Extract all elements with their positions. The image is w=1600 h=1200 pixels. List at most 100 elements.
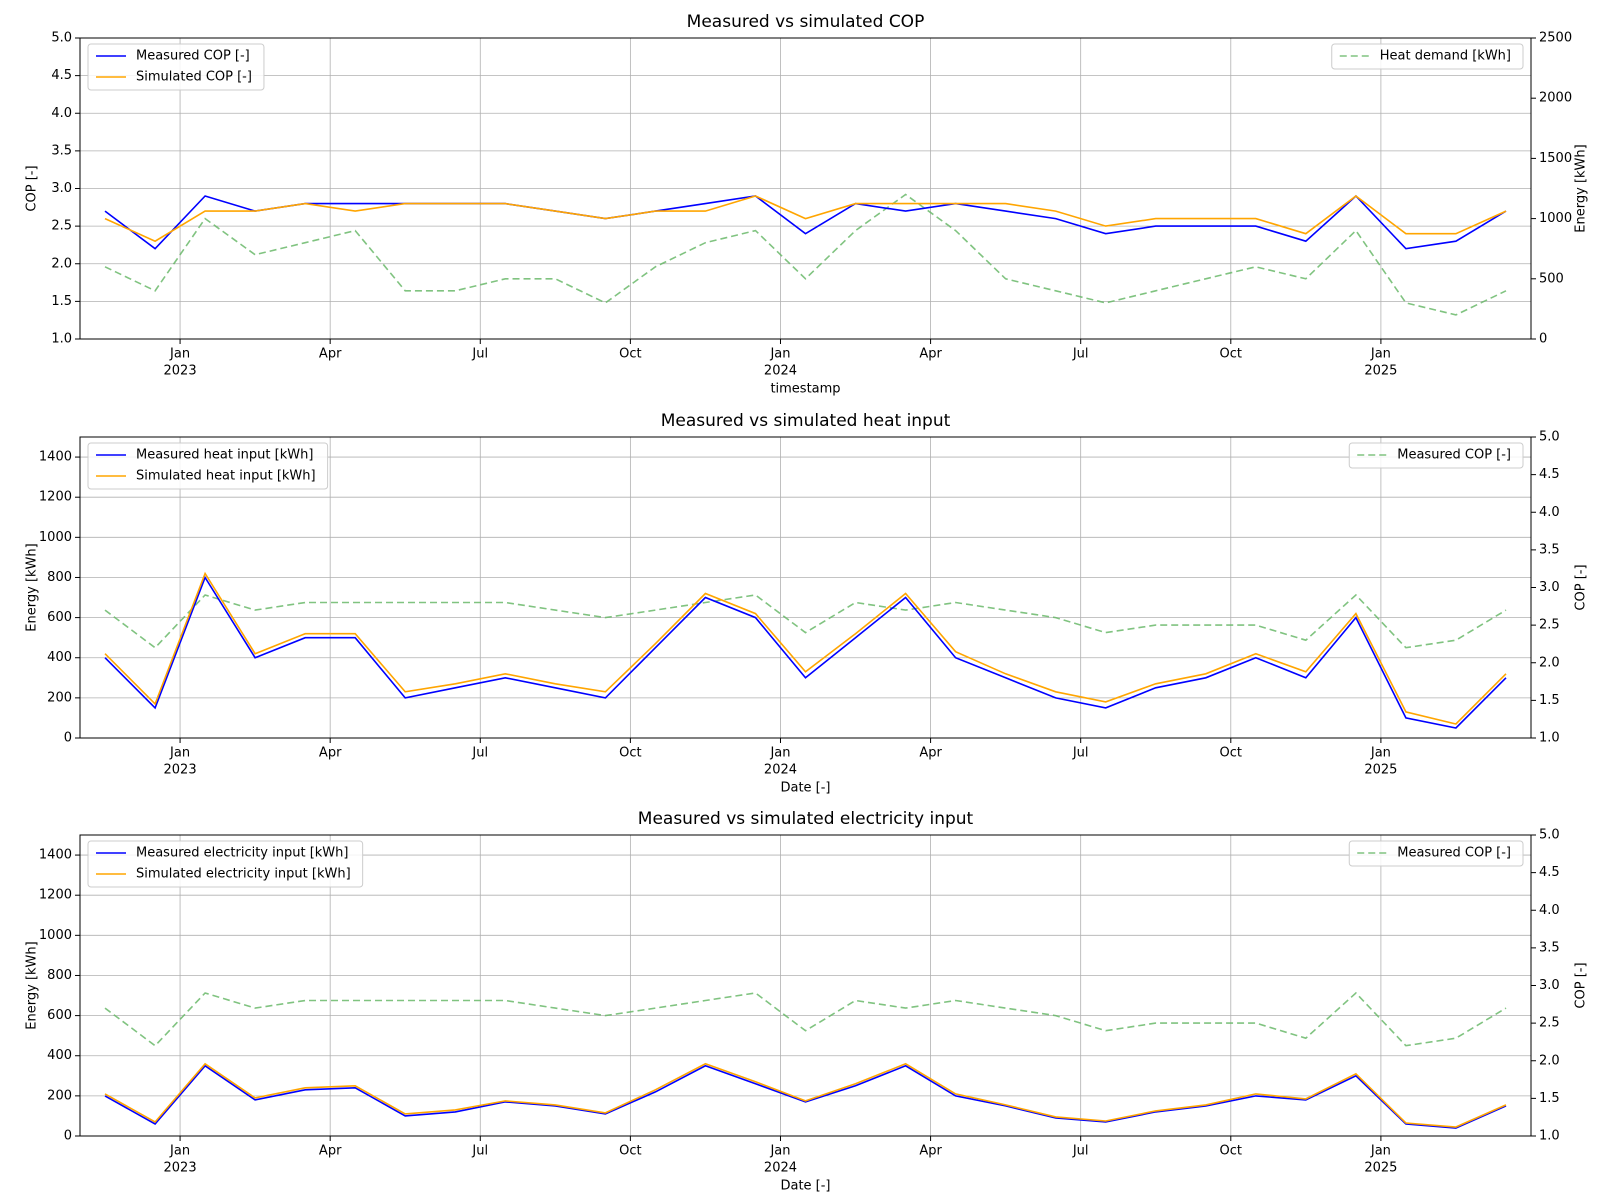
chart-title: Measured vs simulated heat input — [661, 411, 951, 431]
y-tick-label: 1400 — [39, 450, 72, 465]
plot-frame — [79, 37, 1532, 340]
x-tick-label: Jul — [1072, 746, 1089, 761]
legend-label: Measured COP [-] — [1397, 846, 1511, 861]
y-axis-label: Energy [kWh] — [25, 941, 40, 1029]
y-tick-label: 1000 — [39, 530, 72, 545]
y2-tick-label: 0 — [1539, 332, 1547, 347]
x-tick-year: 2025 — [1364, 364, 1397, 379]
plot-frame — [79, 834, 1532, 1137]
x-tick-year: 2024 — [764, 763, 797, 778]
chart-title: Measured vs simulated COP — [687, 12, 925, 32]
y-tick-label: 2.0 — [51, 256, 72, 271]
x-tick-label: Oct — [1220, 1144, 1242, 1159]
y2-tick-label: 3.5 — [1539, 940, 1560, 955]
legend-box — [1348, 840, 1524, 867]
legend-label: Simulated heat input [kWh] — [136, 469, 316, 484]
x-tick-label: Apr — [319, 347, 342, 362]
y2-tick-label: 2.0 — [1539, 1053, 1560, 1068]
y2-tick-label: 4.0 — [1539, 903, 1560, 918]
x-axis-label: Date [-] — [780, 1179, 830, 1194]
y2-axis-label: Energy [kWh] — [1574, 144, 1589, 232]
y2-tick-label: 1.0 — [1539, 1129, 1560, 1144]
x-tick-year: 2023 — [164, 763, 197, 778]
y2-tick-label: 2.5 — [1539, 618, 1560, 633]
y-tick-label: 800 — [47, 570, 72, 585]
x-tick-label: Oct — [619, 1144, 641, 1159]
y-axis-label: COP [-] — [25, 165, 40, 211]
x-tick-label: Oct — [619, 347, 641, 362]
subplot: Measured vs simulated electricity input J… — [25, 809, 1589, 1194]
legend-label: Simulated COP [-] — [136, 70, 252, 85]
series-line — [104, 194, 1507, 250]
y-tick-label: 1.5 — [51, 294, 72, 309]
y-tick-label: 200 — [47, 690, 72, 705]
y2-tick-label: 4.5 — [1539, 865, 1560, 880]
y-tick-label: 200 — [47, 1088, 72, 1103]
y2-tick-label: 3.0 — [1539, 580, 1560, 595]
y-tick-label: 1400 — [39, 848, 72, 863]
y2-tick-label: 2500 — [1539, 31, 1572, 46]
x-axis-label: Date [-] — [780, 781, 830, 796]
x-tick-label: Apr — [919, 746, 942, 761]
x-tick-year: 2023 — [164, 1161, 197, 1176]
legend: Measured COP [-] — [1348, 442, 1524, 469]
x-tick-label: Oct — [1220, 347, 1242, 362]
x-tick-year: 2025 — [1364, 763, 1397, 778]
y-tick-label: 0 — [64, 731, 72, 746]
legend-box — [87, 840, 364, 888]
x-tick-label: Jan — [169, 347, 190, 362]
subplot: Measured vs simulated COP Jan 2023 Apr Jul Oc… — [25, 12, 1589, 397]
legend-label: Measured electricity input [kWh] — [136, 846, 348, 861]
subplot: Measured vs simulated heat input Jan 2023 A… — [25, 411, 1589, 796]
y2-tick-label: 4.5 — [1539, 467, 1560, 482]
series-line — [104, 193, 1507, 316]
x-tick-label: Jan — [1370, 347, 1391, 362]
y2-tick-label: 3.0 — [1539, 978, 1560, 993]
y-tick-label: 3.0 — [51, 181, 72, 196]
x-tick-label: Jan — [169, 1144, 190, 1159]
series-line — [104, 991, 1507, 1047]
legend-box — [1331, 43, 1524, 70]
y-tick-label: 1200 — [39, 490, 72, 505]
y2-axis-label: COP [-] — [1574, 962, 1589, 1008]
series-line — [104, 1062, 1507, 1128]
x-tick-year: 2024 — [764, 364, 797, 379]
x-tick-label: Oct — [1220, 746, 1242, 761]
plot-frame — [79, 436, 1532, 739]
legend-label: Heat demand [kWh] — [1380, 49, 1511, 64]
y2-tick-label: 1.0 — [1539, 731, 1560, 746]
series-line — [104, 593, 1507, 649]
y2-tick-label: 1.5 — [1539, 693, 1560, 708]
x-tick-label: Jul — [471, 746, 488, 761]
legend-label: Measured heat input [kWh] — [136, 448, 313, 463]
x-tick-year: 2024 — [764, 1161, 797, 1176]
y-tick-label: 600 — [47, 1008, 72, 1023]
series-line — [104, 571, 1507, 725]
y2-tick-label: 500 — [1539, 271, 1564, 286]
y-tick-label: 5.0 — [51, 31, 72, 46]
y-tick-label: 3.5 — [51, 143, 72, 158]
y-tick-label: 4.5 — [51, 68, 72, 83]
x-tick-label: Jan — [1370, 746, 1391, 761]
x-tick-label: Jan — [1370, 1144, 1391, 1159]
x-tick-label: Jan — [769, 347, 790, 362]
legend-box — [1348, 442, 1524, 469]
x-tick-label: Jan — [769, 746, 790, 761]
x-tick-label: Oct — [619, 746, 641, 761]
legend: Measured COP [-] — [1348, 840, 1524, 867]
legend: Measured COP [-] Simulated COP [-] — [87, 43, 265, 91]
y2-tick-label: 2.0 — [1539, 655, 1560, 670]
y-tick-label: 2.5 — [51, 219, 72, 234]
x-tick-year: 2023 — [164, 364, 197, 379]
x-tick-year: 2025 — [1364, 1161, 1397, 1176]
x-tick-label: Apr — [319, 1144, 342, 1159]
y-tick-label: 400 — [47, 1048, 72, 1063]
legend-label: Measured COP [-] — [136, 49, 250, 64]
y-tick-label: 800 — [47, 968, 72, 983]
legend-box — [87, 43, 265, 91]
series-line — [104, 575, 1507, 729]
y-axis-label: Energy [kWh] — [25, 543, 40, 631]
legend-label: Simulated electricity input [kWh] — [136, 867, 351, 882]
